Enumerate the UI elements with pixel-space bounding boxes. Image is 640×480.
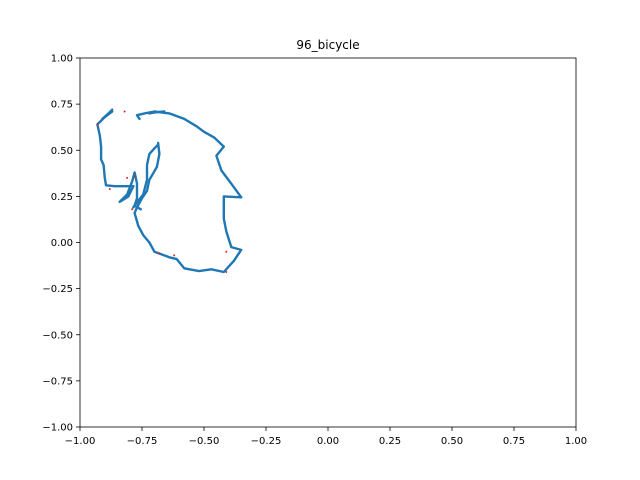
x-tick-label: 0.75 — [503, 436, 525, 447]
y-tick-label: 0.25 — [51, 192, 73, 203]
y-tick-label: 0.00 — [51, 238, 73, 249]
series-0-stroke-4 — [133, 141, 243, 274]
x-tick-label: −0.75 — [127, 436, 158, 447]
x-tick-label: 0.25 — [379, 436, 401, 447]
y-tick-label: 1.00 — [51, 54, 73, 65]
marker-point — [123, 110, 126, 113]
marker-point — [225, 250, 228, 253]
x-tick-label: 0.50 — [441, 436, 463, 447]
x-tick-label: 1.00 — [565, 436, 587, 447]
series-0-stroke-0 — [96, 110, 135, 188]
marker-point — [96, 123, 99, 126]
marker-point — [131, 208, 134, 211]
y-tick-label: −0.50 — [42, 330, 73, 341]
series-0-stroke-2 — [118, 171, 142, 211]
marker-point — [158, 252, 161, 255]
y-tick-label: 0.75 — [51, 100, 73, 111]
y-tick-label: −0.25 — [42, 284, 73, 295]
x-tick-label: −1.00 — [65, 436, 96, 447]
axes: −1.00 −0.75 −0.50 −0.25 0.00 0.25 0.50 0.75 1.00… — [42, 54, 587, 448]
x-tick-label: −0.50 — [189, 436, 220, 447]
y-tick-label: 0.50 — [51, 146, 73, 157]
series-0-stroke-6 — [148, 110, 166, 115]
chart-title: 96_bicycle — [296, 38, 359, 52]
y-tick-label: −0.75 — [42, 376, 73, 387]
series-0-stroke-5 — [135, 110, 243, 199]
marker-point — [173, 254, 176, 257]
series-0-stroke-1 — [101, 108, 114, 121]
marker-point — [108, 188, 111, 190]
marker-point — [126, 176, 129, 179]
plot-area — [96, 108, 243, 274]
y-tick-label: −1.00 — [42, 423, 73, 434]
x-tick-label: −0.25 — [251, 436, 282, 447]
marker-point — [133, 175, 136, 178]
marker-point — [225, 271, 228, 273]
x-tick-label: 0.00 — [317, 436, 339, 447]
